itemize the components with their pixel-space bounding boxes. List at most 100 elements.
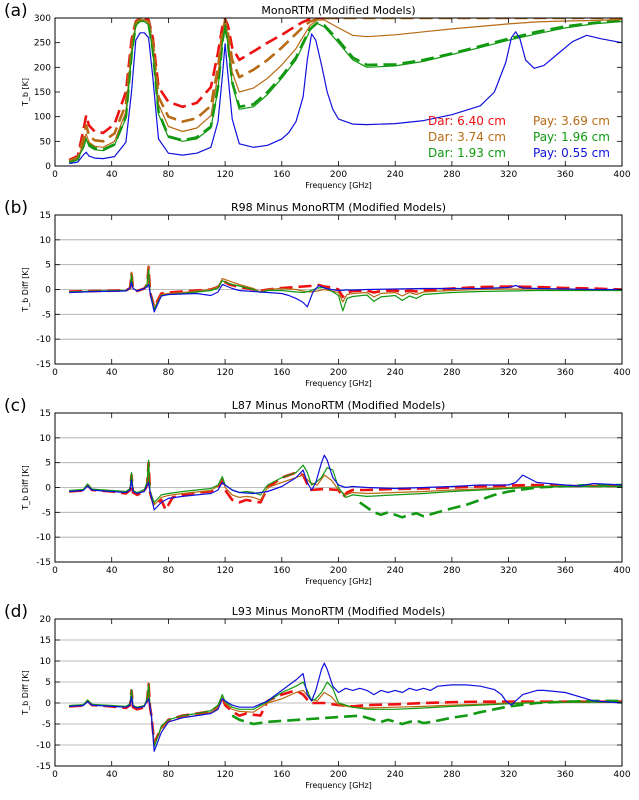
series-line-pay-1-96-cm bbox=[69, 681, 622, 748]
y-tick-label: -10 bbox=[36, 533, 51, 543]
panel-label: (d) bbox=[4, 602, 28, 622]
series-line-dar-6-40-cm bbox=[69, 682, 622, 745]
y-tick-label: -5 bbox=[42, 310, 51, 320]
y-tick-label: 20 bbox=[40, 615, 52, 625]
panel-label: (c) bbox=[4, 396, 27, 416]
x-tick-label: 0 bbox=[52, 566, 58, 576]
series-line-pay-1-96-cm bbox=[69, 269, 622, 312]
x-tick-label: 200 bbox=[330, 566, 347, 576]
y-tick-label: -10 bbox=[36, 335, 51, 345]
legend-entry: Dar: 1.93 cm bbox=[428, 146, 506, 160]
x-axis-label: Frequency [GHz] bbox=[305, 577, 372, 586]
y-tick-label: 5 bbox=[45, 678, 51, 688]
y-tick-label: 50 bbox=[40, 137, 52, 147]
x-axis-label: Frequency [GHz] bbox=[305, 181, 372, 190]
x-axis-label: Frequency [GHz] bbox=[305, 379, 372, 388]
chart-panel-4: 0 40 80 120 160 200 240 280 320 360 400 -15 -10 -5 0 5 1… bbox=[4, 602, 631, 790]
legend-entry: Pay: 0.55 cm bbox=[533, 146, 610, 160]
chart-title: R98 Minus MonoRTM (Modified Models) bbox=[231, 201, 446, 214]
x-tick-label: 40 bbox=[106, 368, 118, 378]
x-tick-label: 360 bbox=[557, 770, 574, 780]
y-tick-label: 0 bbox=[45, 484, 51, 494]
series-line-dar-1-93-cm bbox=[359, 483, 622, 519]
x-tick-label: 40 bbox=[106, 170, 118, 180]
x-tick-label: 240 bbox=[387, 170, 404, 180]
chart-panel-2: 0 40 80 120 160 200 240 280 320 360 400 -15 -10 -5 0 5 1… bbox=[4, 198, 631, 388]
x-tick-label: 40 bbox=[106, 566, 118, 576]
x-tick-label: 160 bbox=[273, 368, 290, 378]
x-tick-label: 280 bbox=[443, 770, 460, 780]
y-tick-label: 0 bbox=[45, 162, 51, 172]
x-tick-label: 400 bbox=[613, 566, 630, 576]
y-axis-label: T_b [K] bbox=[21, 78, 30, 107]
legend-entry: Pay: 3.69 cm bbox=[533, 114, 610, 128]
series-line-pay-3-69-cm bbox=[69, 18, 622, 163]
y-tick-label: 0 bbox=[45, 699, 51, 709]
y-tick-label: 10 bbox=[40, 236, 52, 246]
x-tick-label: 360 bbox=[557, 566, 574, 576]
y-tick-label: 15 bbox=[40, 636, 51, 646]
y-tick-label: 100 bbox=[34, 113, 51, 123]
x-tick-label: 120 bbox=[217, 770, 234, 780]
x-tick-label: 320 bbox=[500, 170, 517, 180]
y-axis-label: T_b Diff [K] bbox=[21, 670, 30, 715]
x-tick-label: 400 bbox=[613, 368, 630, 378]
x-tick-label: 0 bbox=[52, 368, 58, 378]
series-line-dar-1-93-cm bbox=[231, 699, 622, 726]
x-tick-label: 120 bbox=[217, 566, 234, 576]
legend-entry: Dar: 6.40 cm bbox=[428, 114, 506, 128]
y-tick-label: 250 bbox=[34, 39, 51, 49]
x-tick-label: 200 bbox=[330, 368, 347, 378]
x-tick-label: 280 bbox=[443, 566, 460, 576]
chart-title: L87 Minus MonoRTM (Modified Models) bbox=[232, 399, 446, 412]
y-tick-label: 5 bbox=[45, 261, 51, 271]
y-tick-label: 10 bbox=[40, 657, 52, 667]
x-tick-label: 80 bbox=[163, 566, 175, 576]
x-tick-label: 160 bbox=[273, 770, 290, 780]
y-tick-label: -15 bbox=[36, 762, 51, 772]
y-tick-label: -5 bbox=[42, 508, 51, 518]
x-tick-label: 280 bbox=[443, 368, 460, 378]
x-tick-label: 400 bbox=[613, 170, 630, 180]
x-tick-label: 360 bbox=[557, 170, 574, 180]
y-tick-label: 15 bbox=[40, 211, 51, 221]
x-tick-label: 360 bbox=[557, 368, 574, 378]
y-tick-label: 150 bbox=[34, 88, 51, 98]
series-line-pay-0-55-cm bbox=[69, 31, 622, 165]
chart-panel-3: 0 40 80 120 160 200 240 280 320 360 400 -15 -10 -5 0 5 1… bbox=[4, 396, 631, 586]
x-tick-label: 160 bbox=[273, 170, 290, 180]
x-tick-label: 200 bbox=[330, 770, 347, 780]
x-tick-label: 240 bbox=[387, 368, 404, 378]
y-tick-label: 200 bbox=[34, 63, 51, 73]
x-tick-label: 80 bbox=[163, 170, 175, 180]
y-tick-label: 300 bbox=[34, 14, 51, 24]
chart-title: L93 Minus MonoRTM (Modified Models) bbox=[232, 605, 446, 618]
series-line-dar-6-40-cm bbox=[68, 18, 339, 162]
y-axis-label: T_b Diff [K] bbox=[21, 267, 30, 312]
x-axis-label: Frequency [GHz] bbox=[305, 781, 372, 790]
legend-entry: Dar: 3.74 cm bbox=[428, 130, 506, 144]
x-tick-label: 400 bbox=[613, 770, 630, 780]
y-tick-label: 15 bbox=[40, 409, 51, 419]
x-tick-label: 200 bbox=[330, 170, 347, 180]
y-tick-label: 10 bbox=[40, 434, 52, 444]
series-line-pay-0-55-cm bbox=[69, 454, 622, 511]
x-tick-label: 120 bbox=[217, 170, 234, 180]
series-line-dar-3-74-cm bbox=[68, 18, 622, 163]
series-line-dar-6-40-cm bbox=[69, 461, 622, 512]
x-tick-label: 320 bbox=[500, 566, 517, 576]
x-tick-label: 320 bbox=[500, 770, 517, 780]
y-tick-label: -15 bbox=[36, 558, 51, 568]
y-tick-label: -10 bbox=[36, 741, 51, 751]
y-tick-label: 5 bbox=[45, 459, 51, 469]
x-tick-label: 280 bbox=[443, 170, 460, 180]
x-tick-label: 40 bbox=[106, 770, 118, 780]
x-tick-label: 240 bbox=[387, 566, 404, 576]
series-line-pay-0-55-cm bbox=[69, 662, 622, 752]
legend-entry: Pay: 1.96 cm bbox=[533, 130, 610, 144]
chart-panel-1: 0 40 80 120 160 200 240 280 320 360 400 0 50 100 150 20… bbox=[4, 1, 631, 190]
x-tick-label: 0 bbox=[52, 770, 58, 780]
x-tick-label: 0 bbox=[52, 170, 58, 180]
x-tick-label: 240 bbox=[387, 770, 404, 780]
